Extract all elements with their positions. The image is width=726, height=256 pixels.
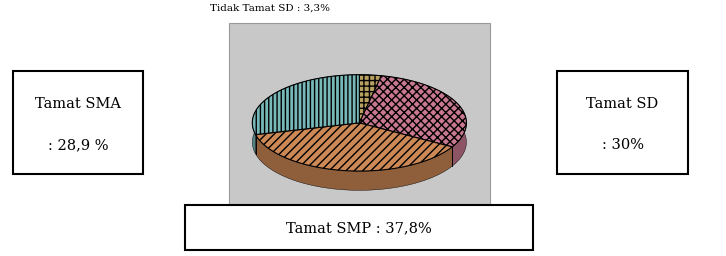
Text: Tidak Tamat SD : 3,3%: Tidak Tamat SD : 3,3%	[211, 3, 330, 12]
Text: Tamat SMP : 37,8%: Tamat SMP : 37,8%	[287, 221, 432, 235]
Bar	[229, 23, 490, 235]
Text: : 30%: : 30%	[602, 138, 643, 152]
Polygon shape	[253, 75, 359, 135]
FancyBboxPatch shape	[185, 205, 534, 250]
Polygon shape	[359, 76, 466, 147]
Text: Tamat SD: Tamat SD	[587, 98, 658, 111]
Polygon shape	[256, 123, 452, 171]
Polygon shape	[253, 75, 359, 154]
Polygon shape	[381, 76, 466, 166]
Polygon shape	[256, 135, 452, 190]
FancyBboxPatch shape	[558, 71, 688, 175]
Polygon shape	[359, 75, 381, 123]
Text: Tamat SMA: Tamat SMA	[35, 98, 121, 111]
Text: : 28,9 %: : 28,9 %	[48, 138, 108, 152]
FancyBboxPatch shape	[13, 71, 143, 175]
Polygon shape	[359, 75, 381, 95]
